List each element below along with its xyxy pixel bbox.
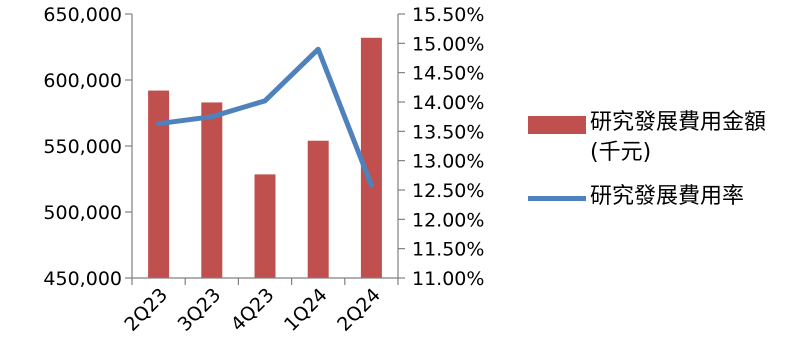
category-label: 2Q24 <box>333 284 385 336</box>
bar <box>148 90 170 278</box>
rate-line <box>156 46 374 188</box>
right-tick-label: 11.00% <box>412 268 484 290</box>
left-tick-label: 500,000 <box>43 202 122 224</box>
left-tick-label: 550,000 <box>43 136 122 158</box>
right-tick-label: 13.00% <box>412 151 484 173</box>
legend-bar-swatch <box>528 116 586 134</box>
right-tick-label: 15.50% <box>412 4 484 26</box>
left-axis: 450,000 500,000 550,000 600,000 650,000 <box>43 4 133 290</box>
category-axis: 2Q23 3Q23 4Q23 1Q24 2Q24 <box>120 277 399 336</box>
bar <box>201 102 223 278</box>
left-tick-label: 650,000 <box>43 4 122 26</box>
right-tick-label: 14.50% <box>412 63 484 85</box>
bar <box>307 140 329 278</box>
bar-series <box>148 37 382 279</box>
right-tick-label: 13.50% <box>412 121 484 143</box>
line-series <box>156 46 374 188</box>
category-label: 4Q23 <box>227 284 279 336</box>
bar <box>254 174 276 278</box>
category-label: 3Q23 <box>174 284 226 336</box>
left-tick-label: 450,000 <box>43 268 122 290</box>
legend-label-amount: 研究發展費用金額(千元) <box>590 110 767 165</box>
right-tick-label: 12.00% <box>412 209 484 231</box>
category-label: 2Q23 <box>120 284 172 336</box>
right-axis: 11.00% 11.50% 12.00% 12.50% 13.00% 13.50% 14.0… <box>397 4 484 290</box>
legend-item-rate: 研究發展費用率 <box>528 182 794 212</box>
legend-item-amount: 研究發展費用金額(千元) <box>528 108 794 168</box>
right-tick-label: 12.50% <box>412 180 484 202</box>
category-label: 1Q24 <box>280 284 332 336</box>
bar <box>360 37 382 279</box>
right-tick-label: 15.00% <box>412 33 484 55</box>
left-tick-label: 600,000 <box>43 70 122 92</box>
right-tick-label: 11.50% <box>412 239 484 261</box>
legend: 研究發展費用金額(千元) 研究發展費用率 <box>528 108 794 226</box>
legend-line-swatch <box>528 196 586 201</box>
legend-label-rate: 研究發展費用率 <box>590 184 745 209</box>
right-tick-label: 14.00% <box>412 92 484 114</box>
